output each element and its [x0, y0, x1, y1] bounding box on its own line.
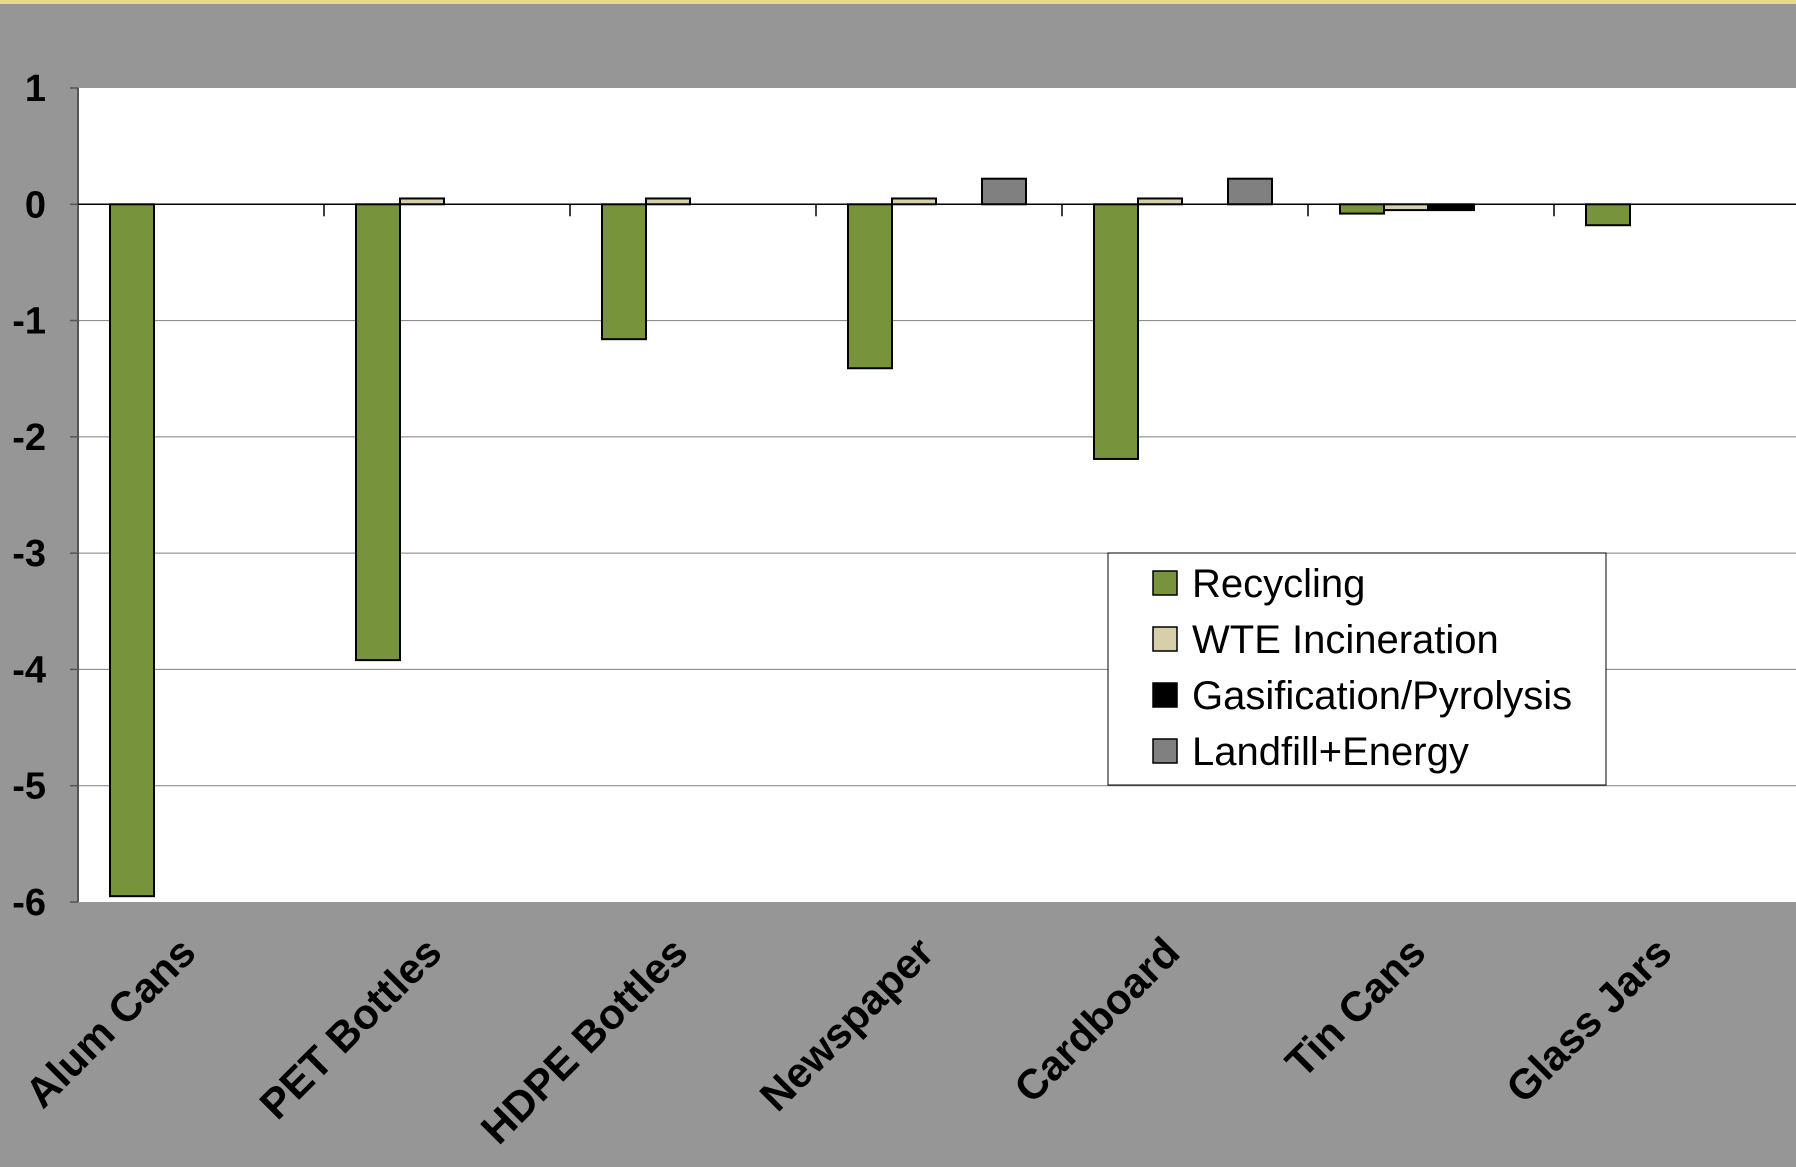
bar-wte-incineration-5: [1383, 203, 1429, 212]
bar-wte-incineration-1: [399, 197, 445, 206]
legend-swatch: [1152, 682, 1178, 708]
bar-recycling-2: [601, 203, 647, 341]
bar-recycling-0: [109, 203, 155, 898]
bar-recycling-4: [1093, 203, 1139, 460]
bar-gasification-pyrolysis-5: [1429, 203, 1475, 212]
bars: [109, 177, 1631, 898]
bar-recycling-6: [1585, 203, 1631, 227]
legend-box: [1107, 552, 1607, 786]
y-tick-label: 0: [25, 184, 46, 226]
top-border: [0, 0, 1796, 4]
legend-swatch: [1152, 570, 1178, 596]
y-tick-label: -2: [12, 417, 46, 459]
bar-landfill-energy-4: [1227, 177, 1273, 206]
legend-swatch: [1152, 626, 1178, 652]
y-tick-label: -4: [12, 649, 46, 691]
legend-swatch: [1152, 738, 1178, 764]
axes: [77, 88, 1796, 902]
legend-label: WTE Incineration: [1192, 618, 1499, 662]
y-axis-tick-labels: 1 0 -1 -2 -3 -4 -5 -6: [12, 68, 46, 924]
legend-label: Recycling: [1192, 562, 1365, 606]
bar-wte-incineration-4: [1137, 197, 1183, 206]
bar-wte-incineration-2: [645, 197, 691, 206]
y-tick-label: -6: [12, 882, 46, 924]
legend: Recycling WTE Incineration Gasification/Py…: [1107, 552, 1607, 786]
legend-label: Gasification/Pyrolysis: [1192, 674, 1572, 718]
bar-recycling-5: [1339, 203, 1385, 215]
bar-recycling-1: [355, 203, 401, 662]
bar-wte-incineration-3: [891, 197, 937, 206]
y-tick-label: 1: [25, 68, 46, 110]
bar-recycling-3: [847, 203, 893, 370]
y-tick-label: -3: [12, 533, 46, 575]
legend-label: Landfill+Energy: [1192, 730, 1469, 774]
bar-landfill-energy-3: [981, 177, 1027, 206]
y-tick-label: -5: [12, 766, 46, 808]
y-tick-label: -1: [12, 301, 46, 343]
